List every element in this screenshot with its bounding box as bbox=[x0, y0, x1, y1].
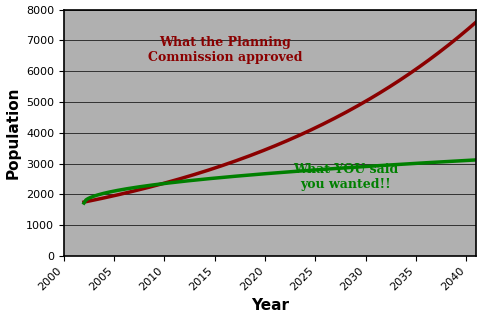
X-axis label: Year: Year bbox=[251, 298, 289, 313]
Y-axis label: Population: Population bbox=[5, 86, 21, 179]
Text: What the Planning
Commission approved: What the Planning Commission approved bbox=[147, 36, 302, 64]
Text: What YOU said
you wanted!!: What YOU said you wanted!! bbox=[293, 164, 398, 191]
